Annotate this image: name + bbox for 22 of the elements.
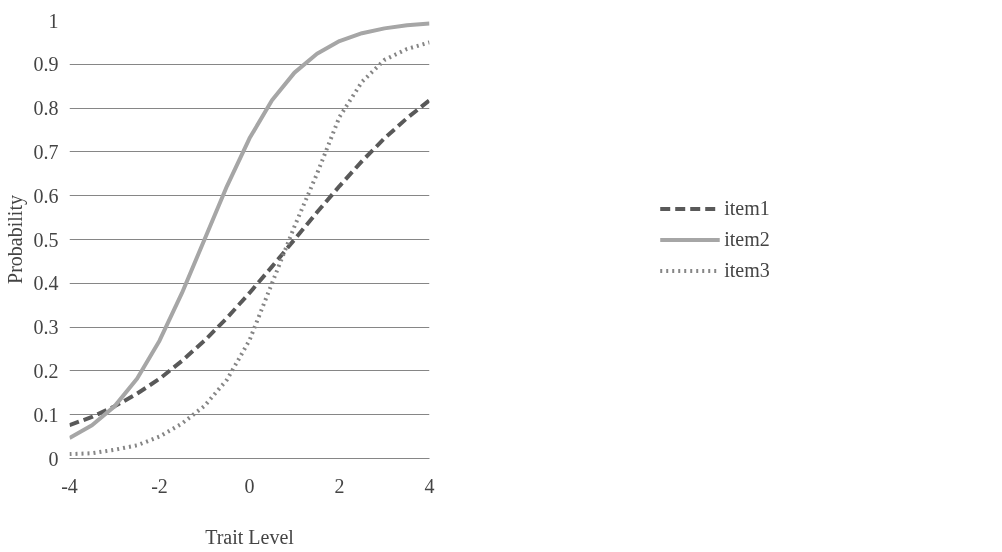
- y-tick-label: 0.5: [33, 228, 59, 251]
- y-tick-label: 1: [48, 9, 59, 32]
- y-tick-label: 0.3: [33, 316, 59, 339]
- y-tick-label: 0.1: [33, 403, 59, 426]
- legend-label: item2: [724, 227, 770, 251]
- x-tick-label: 2: [334, 474, 345, 497]
- legend-label: item3: [724, 258, 770, 282]
- y-tick-label: 0.9: [33, 53, 59, 76]
- y-tick-label: 0.8: [33, 97, 59, 120]
- y-tick-label: 0.2: [33, 359, 59, 382]
- y-axis-title: Probability: [3, 195, 27, 284]
- legend-label: item1: [724, 196, 770, 220]
- line-series: [69, 98, 430, 428]
- x-axis-title: Trait Level: [205, 525, 295, 548]
- x-tick-label: 0: [244, 474, 255, 497]
- y-tick-label: 0.4: [33, 272, 59, 295]
- y-tick-label: 0.7: [33, 140, 59, 163]
- x-tick-label: -4: [61, 474, 78, 497]
- x-tick-label: 4: [424, 474, 435, 497]
- y-tick-label: 0.6: [33, 184, 59, 207]
- x-tick-label: -2: [151, 474, 168, 497]
- y-tick-label: 0: [48, 447, 59, 470]
